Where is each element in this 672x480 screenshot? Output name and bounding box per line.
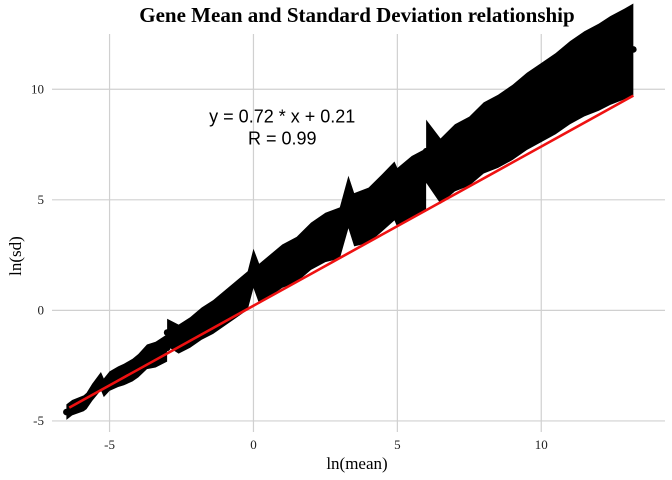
data-point xyxy=(537,99,545,106)
data-point xyxy=(307,242,315,250)
data-point xyxy=(437,167,444,175)
correlation-label: R = 0.99 xyxy=(248,129,317,149)
data-point xyxy=(221,304,228,312)
y-axis-label: ln(sd) xyxy=(6,236,25,276)
regression-equation: y = 0.72 * x + 0.21 xyxy=(209,107,355,127)
point-density-band xyxy=(66,3,634,420)
data-point xyxy=(630,46,637,53)
data-point xyxy=(186,329,194,336)
data-point xyxy=(451,154,459,162)
data-point xyxy=(581,70,588,78)
data-point xyxy=(152,351,159,358)
data-point xyxy=(97,377,105,385)
data-point xyxy=(250,265,257,272)
data-point xyxy=(607,57,614,64)
data-point xyxy=(106,377,113,385)
data-point xyxy=(336,229,344,237)
data-point xyxy=(422,147,430,155)
data-point xyxy=(232,296,240,303)
tick-labels: -5 0 5 10 -5 0 5 10 xyxy=(31,81,548,452)
data-point xyxy=(198,320,205,327)
data-point xyxy=(566,79,574,86)
x-tick-label: -5 xyxy=(104,437,115,452)
data-point xyxy=(322,234,329,241)
data-point xyxy=(394,194,401,201)
data-point xyxy=(408,183,416,190)
data-point xyxy=(391,187,398,195)
data-point xyxy=(621,50,629,58)
data-point xyxy=(143,353,151,361)
data-point xyxy=(466,147,473,155)
y-tick-label: 10 xyxy=(31,81,44,96)
data-point xyxy=(480,134,487,142)
x-tick-label: 5 xyxy=(394,437,401,452)
data-point xyxy=(163,329,171,336)
data-point xyxy=(163,344,171,352)
data-point xyxy=(422,176,430,184)
data-point xyxy=(244,287,251,294)
data-point xyxy=(379,198,387,206)
data-point xyxy=(494,127,502,135)
x-tick-label: 10 xyxy=(535,437,548,452)
data-point xyxy=(595,63,603,71)
data-point xyxy=(350,216,358,224)
data-point xyxy=(552,90,559,97)
point-cloud xyxy=(66,3,634,420)
data-point xyxy=(255,280,263,288)
x-tick-label: 0 xyxy=(250,437,257,452)
y-tick-label: -5 xyxy=(33,413,44,428)
regression-line xyxy=(68,94,634,409)
data-point xyxy=(365,212,372,219)
data-point xyxy=(175,335,182,343)
data-point xyxy=(63,408,70,416)
data-point xyxy=(267,271,275,279)
data-point xyxy=(523,108,531,115)
y-tick-label: 0 xyxy=(38,302,45,317)
y-tick-label: 5 xyxy=(38,192,45,207)
chart-title: Gene Mean and Standard Deviation relatio… xyxy=(139,3,574,27)
data-point xyxy=(293,256,300,263)
data-point xyxy=(278,262,286,270)
data-point xyxy=(345,198,352,206)
x-axis-label: ln(mean) xyxy=(326,454,387,473)
data-point xyxy=(209,313,217,321)
data-point xyxy=(509,119,516,126)
